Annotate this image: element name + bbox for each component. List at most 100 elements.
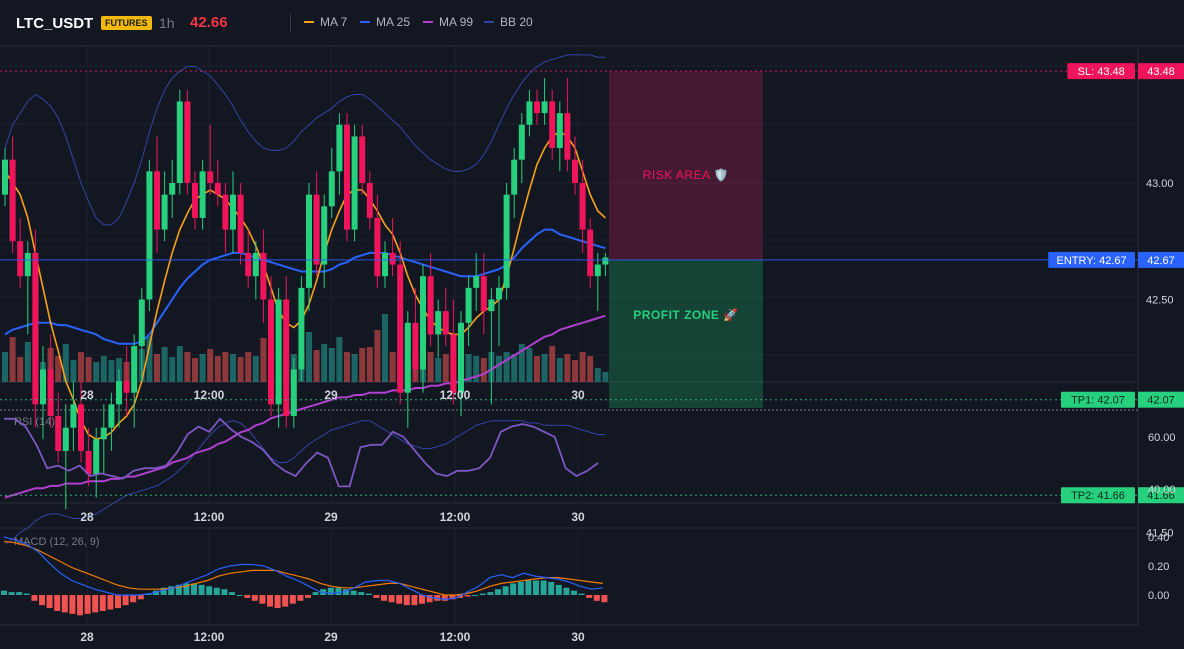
timeframe-label[interactable]: 1h (159, 15, 175, 31)
macd-histogram-bar (61, 595, 68, 613)
macd-histogram-bar (563, 587, 570, 595)
price-tick-label: 42.50 (1146, 295, 1174, 307)
header-divider (290, 14, 291, 32)
volume-bar (359, 348, 366, 382)
volume-bar (579, 352, 586, 382)
volume-bar (306, 332, 312, 382)
macd-histogram-bar (601, 595, 608, 603)
candle-body (397, 264, 404, 393)
legend-ma7[interactable]: MA 7 (304, 15, 347, 29)
ma99-swatch (423, 21, 433, 23)
candle-body (404, 322, 411, 393)
volume-bar (496, 356, 502, 382)
candle-body (207, 171, 214, 183)
volume-bar (78, 352, 84, 382)
volume-bar (55, 356, 62, 382)
candle-body (70, 404, 77, 428)
volume-bar (602, 372, 609, 382)
candle-body (511, 159, 518, 195)
candle-body (9, 159, 16, 242)
volume-bar (435, 358, 442, 382)
volume-bar (351, 354, 358, 382)
macd-histogram-bar (533, 580, 539, 595)
candle-body (123, 381, 130, 393)
volume-bar (245, 352, 252, 382)
price-tick-label: 41.50 (1146, 528, 1174, 540)
macd-histogram-bar (472, 595, 479, 596)
candle-body (78, 404, 84, 451)
macd-histogram-bar (578, 593, 585, 595)
rsi-tick-label: 40.00 (1148, 484, 1176, 496)
candle-body (541, 101, 548, 114)
candle-body (306, 194, 312, 288)
volume-bar (321, 344, 328, 382)
candle-body (62, 427, 69, 451)
candle-body (146, 171, 153, 300)
macd-histogram-bar (221, 589, 228, 595)
macd-histogram-bar (312, 592, 319, 595)
macd-histogram-bar (593, 595, 600, 601)
macd-histogram-bar (206, 586, 213, 595)
macd-histogram-bar (510, 583, 517, 595)
volume-bar (587, 356, 594, 382)
candle-body (389, 252, 396, 265)
level-tag (1067, 63, 1135, 80)
volume-bar (344, 352, 350, 382)
candle-body (579, 183, 586, 230)
volume-bar (85, 357, 92, 382)
macd-histogram-bar (548, 581, 555, 595)
volume-bar (366, 347, 373, 382)
volume-bar (503, 352, 510, 382)
macd-histogram-bar (84, 595, 91, 614)
legend-ma99-label: MA 99 (439, 15, 474, 29)
macd-histogram-bar (175, 584, 182, 595)
symbol-name[interactable]: LTC_USDT (16, 15, 94, 32)
macd-histogram-bar (191, 583, 197, 595)
chart-header: LTC_USDT FUTURES 1h 42.66 MA 7 MA 25 MA … (0, 0, 1184, 46)
volume-bar (374, 330, 381, 382)
macd-histogram-bar (99, 595, 106, 611)
candle-body (313, 194, 320, 265)
candle-body (199, 171, 206, 218)
candle-body (602, 257, 609, 265)
volume-bar (214, 356, 221, 382)
candle-body (572, 159, 578, 183)
candle-body (458, 322, 464, 393)
macd-histogram-bar (1, 590, 7, 595)
candle-body (587, 229, 594, 277)
volume-bar (473, 356, 480, 382)
macd-histogram-bar (92, 595, 99, 613)
legend-ma25[interactable]: MA 25 (360, 15, 410, 29)
volume-bar (161, 347, 168, 382)
macd-histogram-bar (373, 595, 380, 598)
ma7-swatch (304, 21, 314, 23)
macd-histogram-bar (236, 595, 243, 596)
macd-histogram-bar (403, 595, 410, 606)
legend-ma99[interactable]: MA 99 (423, 15, 473, 29)
macd-histogram-bar (495, 589, 501, 595)
candle-body (24, 252, 31, 277)
volume-bar (199, 354, 206, 382)
price-axis-level-tag (1138, 251, 1184, 268)
volume-bar (442, 354, 449, 382)
last-price: 42.66 (190, 14, 228, 31)
candle-body (93, 439, 100, 475)
level-tag (1061, 487, 1135, 504)
legend-bb[interactable]: BB 20 (484, 15, 533, 29)
candle-body (518, 124, 525, 160)
volume-bar (9, 337, 16, 382)
candle-body (169, 183, 176, 195)
time-tick-label: 28 (80, 630, 94, 644)
candle-body (382, 252, 388, 277)
volume-bar (382, 314, 388, 382)
candle-body (85, 450, 92, 475)
volume-bar (2, 352, 8, 382)
profit-zone-label: PROFIT ZONE 🚀 (633, 308, 738, 322)
time-tick-label: 28 (80, 388, 94, 402)
candle-body (283, 299, 290, 416)
candle-body (184, 101, 191, 183)
time-axes: 28 12:00 29 12:00 30 28 12:00 29 12:00 30 28 12:00 2… (80, 388, 585, 644)
rsi-tick-label: 60.00 (1148, 432, 1176, 444)
volume-bar (222, 352, 229, 382)
